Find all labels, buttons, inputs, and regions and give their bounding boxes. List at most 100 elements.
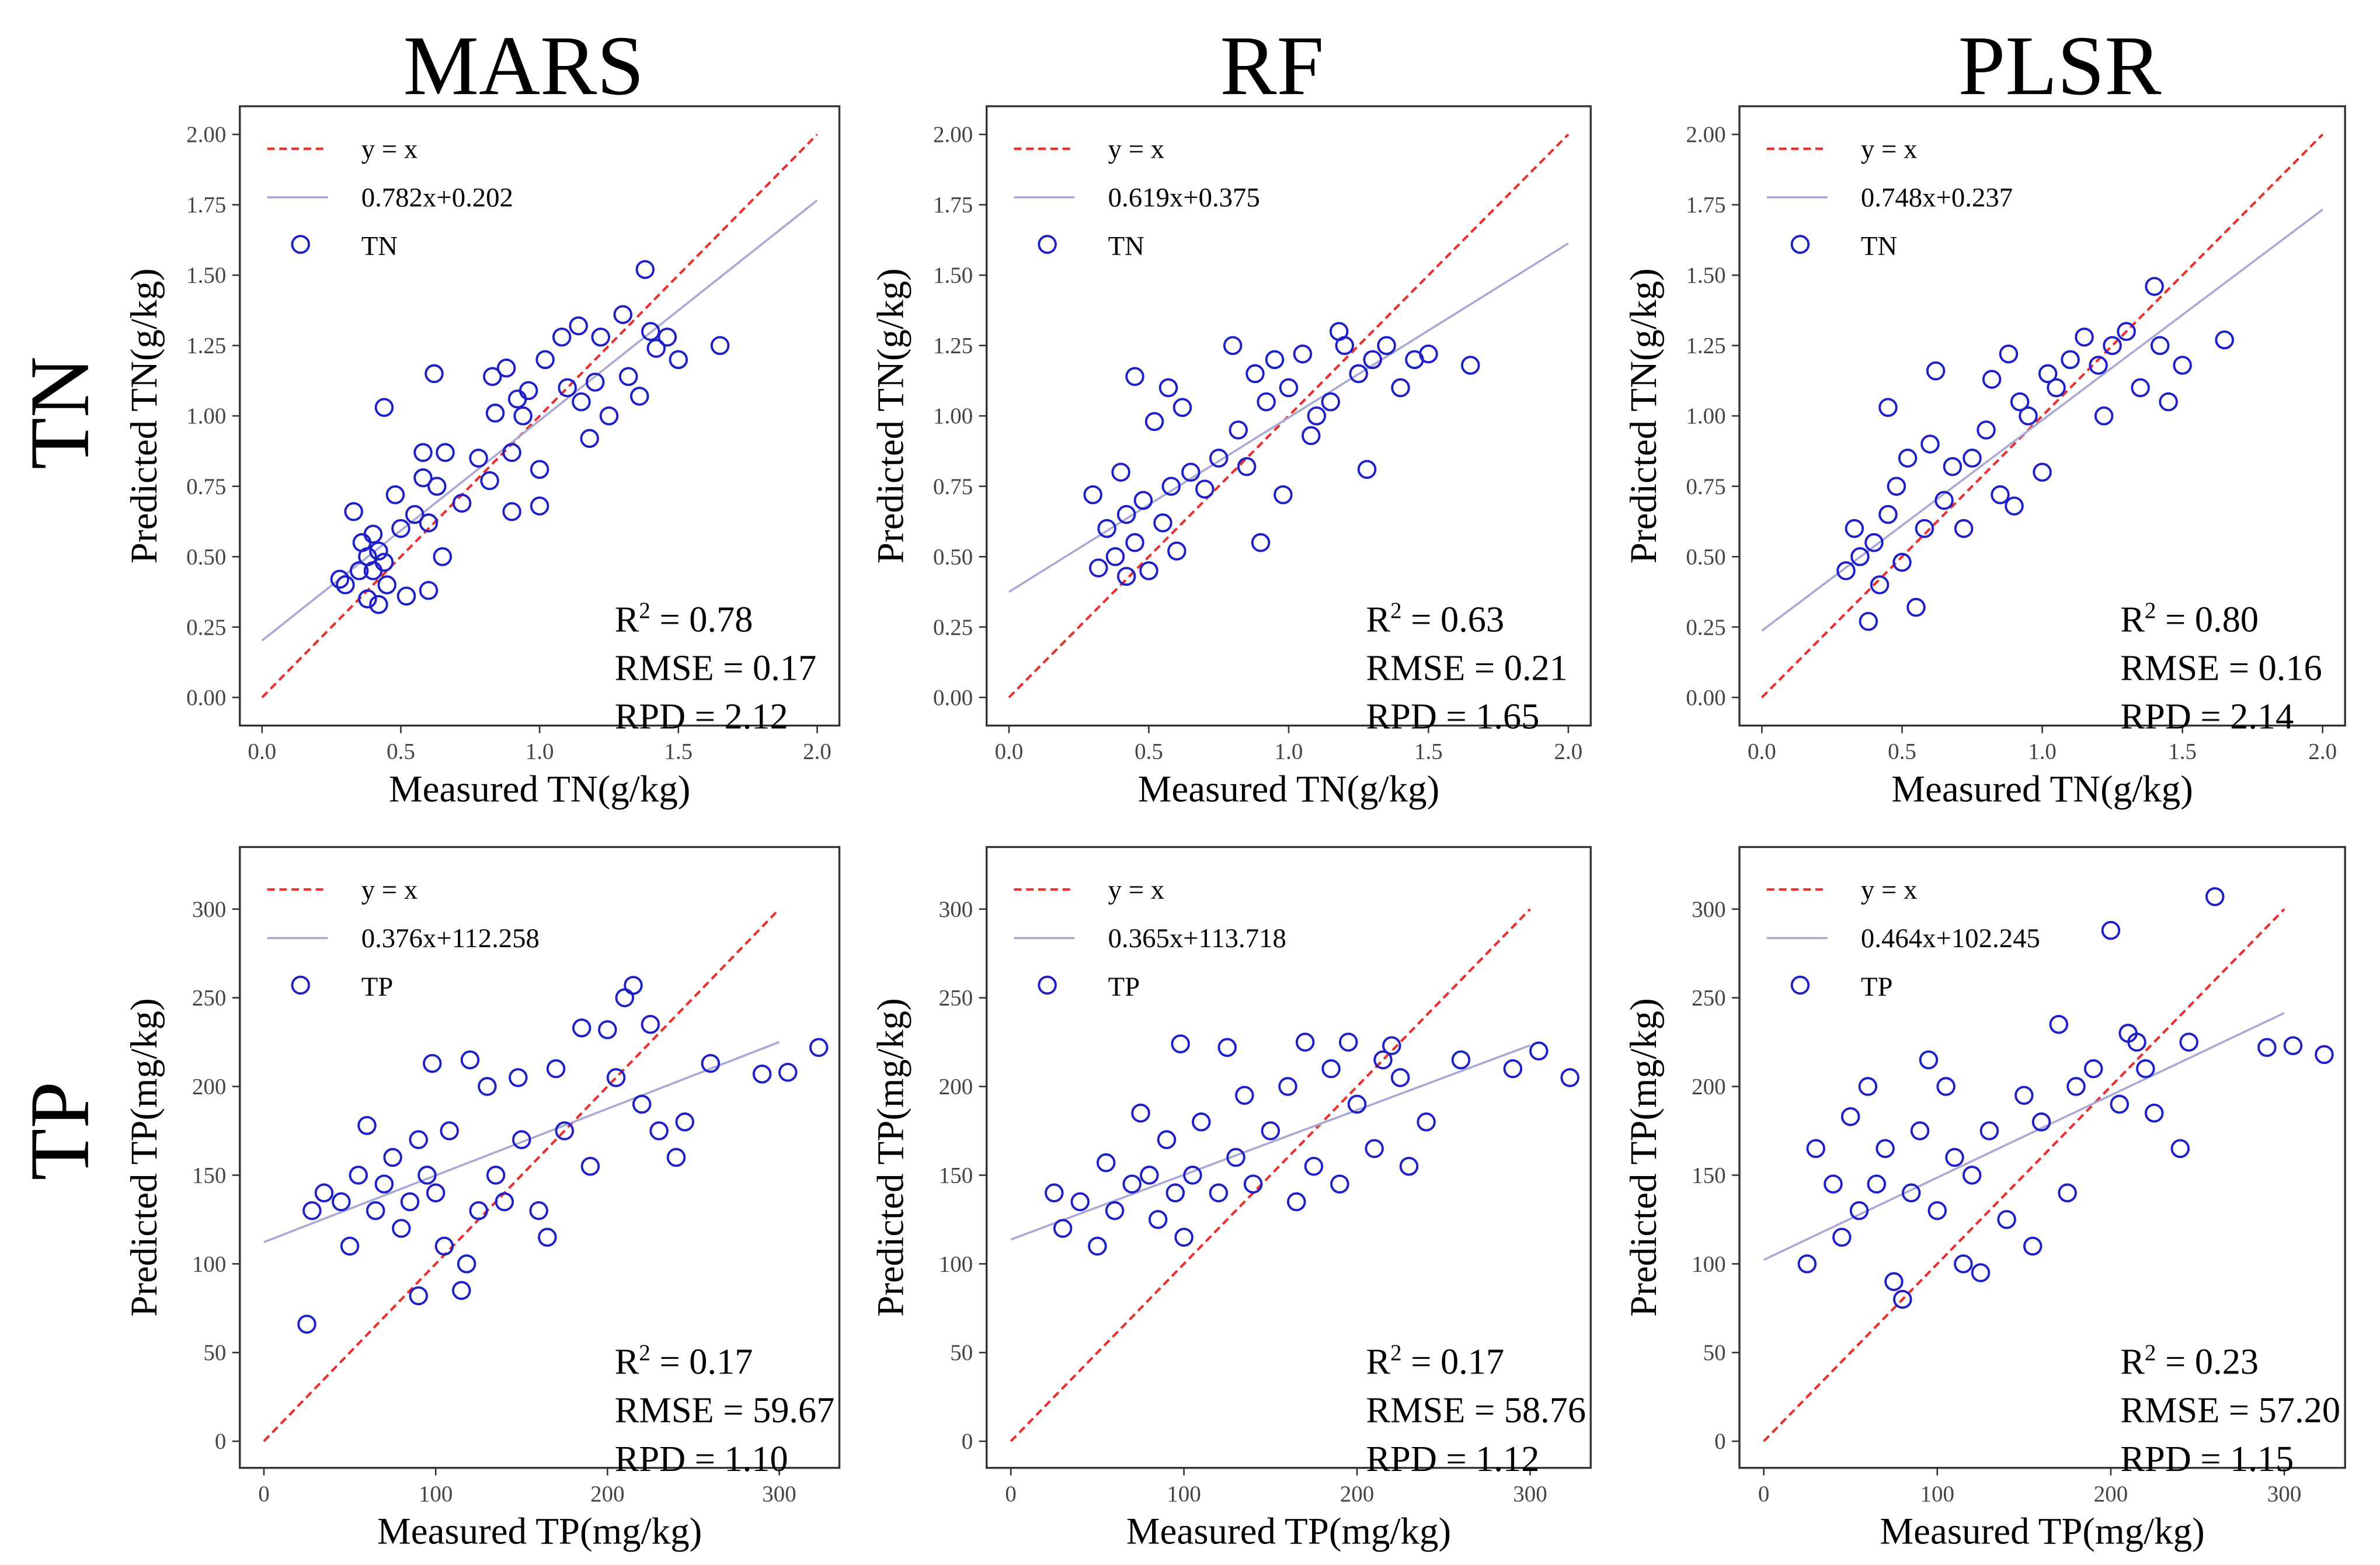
y-tick-label: 0.50 — [186, 544, 226, 569]
data-point — [2315, 1045, 2334, 1065]
legend-identity-label: y = x — [1108, 134, 1165, 164]
legend-marker-swatch — [1038, 235, 1057, 254]
y-tick-label: 100 — [1692, 1251, 1725, 1277]
data-point — [1997, 1210, 2016, 1229]
stat-rpd: RPD = 1.65 — [1366, 697, 1540, 737]
data-point — [1116, 566, 1136, 586]
data-point — [2145, 277, 2164, 296]
legend-marker-label: TN — [361, 231, 398, 262]
y-tick-label: 1.75 — [933, 193, 973, 218]
fit-line — [261, 199, 818, 642]
y-tick-label: 1.50 — [1686, 263, 1725, 288]
x-tick-label: 1.5 — [2168, 739, 2197, 764]
data-point — [1926, 361, 1946, 381]
data-point — [369, 541, 388, 561]
data-point — [469, 448, 488, 468]
data-point — [1945, 1147, 1964, 1167]
data-point — [2038, 364, 2058, 384]
data-point — [1174, 1227, 1194, 1247]
data-point — [1265, 350, 1285, 370]
data-point — [1209, 448, 1229, 468]
data-point — [2159, 392, 2178, 412]
data-point — [1167, 541, 1186, 561]
data-point — [1279, 378, 1299, 398]
data-point — [546, 1059, 566, 1079]
data-point — [1936, 1077, 1956, 1096]
data-point — [1884, 1272, 1904, 1291]
stat-rpd: RPD = 2.14 — [2120, 697, 2294, 737]
data-point — [460, 1050, 480, 1070]
data-point — [1560, 1068, 1579, 1087]
data-point — [1901, 1183, 1921, 1203]
y-tick-label: 100 — [192, 1251, 226, 1277]
data-point — [495, 1192, 514, 1212]
data-point — [1887, 477, 1906, 496]
x-tick-label: 0 — [258, 1481, 270, 1507]
data-point — [434, 1236, 454, 1256]
data-point — [1302, 426, 1321, 446]
data-point — [1116, 505, 1136, 524]
fit-line — [1763, 1012, 2285, 1261]
y-tick-label: 1.50 — [186, 263, 226, 288]
data-point — [1053, 1219, 1073, 1238]
x-tick-label: 300 — [762, 1481, 796, 1507]
x-tick-label: 200 — [2094, 1481, 2128, 1507]
data-point — [433, 547, 453, 566]
data-point — [2047, 378, 2066, 398]
fit-line — [1761, 208, 2323, 632]
data-point — [635, 260, 655, 279]
data-point — [332, 1192, 351, 1212]
data-point — [413, 468, 433, 488]
x-tick-label: 100 — [1920, 1481, 1954, 1507]
identity-line — [1760, 133, 2324, 698]
data-point — [1226, 1147, 1245, 1167]
y-tick-label: 0 — [962, 1429, 973, 1454]
data-point — [1982, 370, 2002, 389]
x-tick-label: 100 — [419, 1481, 453, 1507]
x-tick-label: 200 — [590, 1481, 624, 1507]
data-point — [2061, 350, 2080, 370]
data-point — [1870, 575, 1890, 594]
y-tick-label: 0.00 — [933, 685, 973, 710]
stat-r2-value: 0.63 — [1440, 599, 1504, 639]
data-point — [1105, 1201, 1125, 1220]
x-tick-label: 1.0 — [2028, 739, 2057, 764]
data-point — [374, 552, 394, 572]
stat-r2: R2 = 0.23 — [2120, 1340, 2259, 1382]
subplot-mars-tp: 0 100 200 300 0 50 100 150 200 250 300 y = x 0.376x+… — [123, 846, 841, 1553]
identity-line — [1763, 908, 2285, 1442]
y-tick-label: 300 — [1692, 897, 1725, 922]
data-point — [1832, 1227, 1852, 1247]
data-point — [1962, 1166, 1982, 1185]
data-point — [669, 350, 688, 370]
data-point — [363, 524, 383, 544]
data-point — [1165, 1183, 1185, 1203]
data-point — [666, 1147, 686, 1167]
y-tick-label: 200 — [939, 1074, 973, 1100]
y-tick-label: 2.00 — [1686, 122, 1725, 147]
legend-marker-swatch — [1790, 975, 1810, 995]
y-tick-label: 1.50 — [933, 263, 973, 288]
column-title-plsr: PLSR — [1958, 19, 2162, 113]
stat-rpd-value: 1.10 — [725, 1439, 788, 1479]
data-point — [2019, 406, 2038, 426]
data-point — [530, 460, 549, 479]
stat-r2-value: 0.78 — [689, 599, 753, 639]
data-point — [1158, 378, 1178, 398]
x-tick-label: 1.5 — [664, 739, 693, 764]
data-point — [2179, 1032, 2198, 1052]
data-point — [529, 1201, 548, 1220]
data-point — [1307, 406, 1327, 426]
y-tick-label: 1.00 — [186, 404, 226, 429]
data-point — [483, 367, 502, 386]
legend-identity-label: y = x — [361, 875, 418, 905]
data-point — [314, 1183, 334, 1203]
data-point — [569, 316, 588, 336]
data-point — [1171, 1034, 1190, 1053]
data-point — [1261, 1121, 1281, 1140]
y-tick-label: 250 — [192, 986, 226, 1011]
data-point — [580, 1156, 600, 1176]
data-point — [1991, 485, 2010, 505]
y-tick-label: 150 — [1692, 1163, 1725, 1188]
subplot-mars-tn: 0.0 0.5 1.0 1.5 2.0 0.00 0.25 0.50 0.75 1.00 1.25 1… — [123, 105, 841, 810]
